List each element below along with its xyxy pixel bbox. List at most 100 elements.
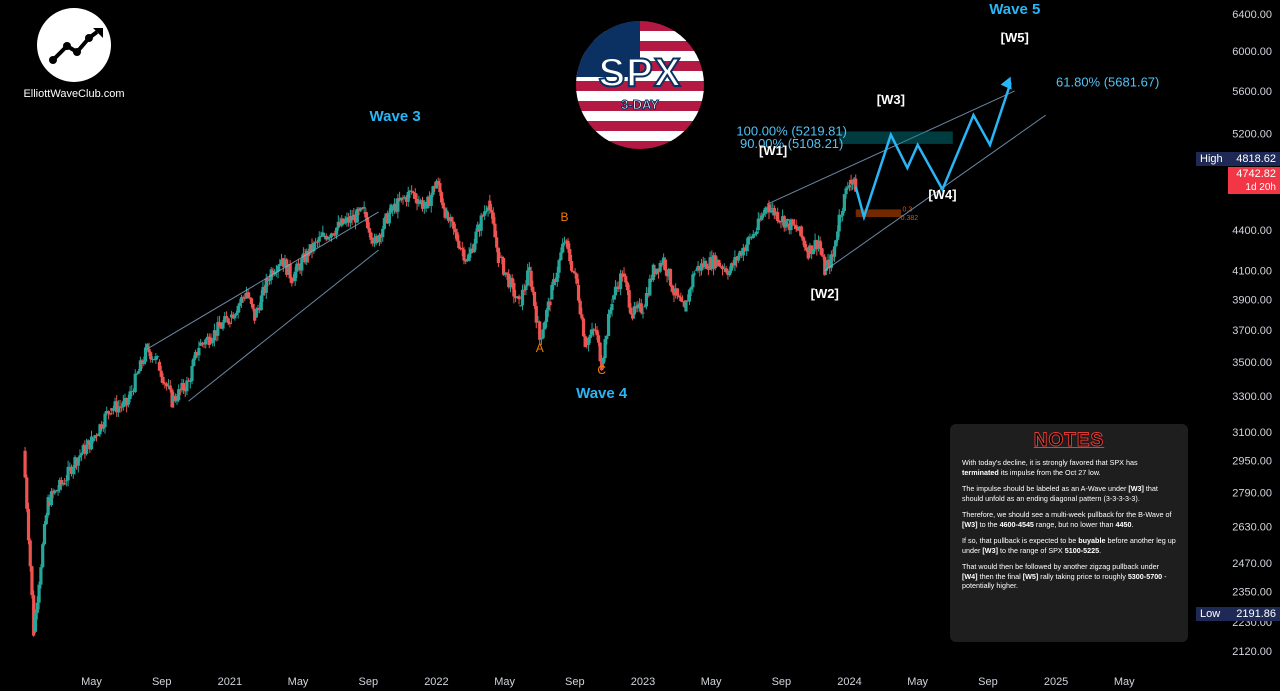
- candle-body: [256, 307, 260, 310]
- y-tick-label: 2120.00: [1232, 646, 1272, 658]
- candle-body: [152, 358, 156, 361]
- candle-body: [228, 322, 232, 324]
- candle-body: [569, 261, 574, 271]
- candle-body: [401, 197, 405, 199]
- x-tick-label: Sep: [978, 676, 998, 688]
- candle-body: [782, 216, 786, 228]
- candle-body: [693, 273, 697, 275]
- candle-body: [501, 258, 506, 275]
- candle-body: [355, 208, 359, 223]
- candle-body: [524, 285, 528, 291]
- candle-body: [276, 265, 280, 272]
- candle-body: [479, 215, 483, 231]
- candle-body: [625, 282, 630, 291]
- candle-body: [443, 208, 447, 218]
- candle-body: [133, 373, 137, 392]
- projection-arrowhead: [1000, 76, 1012, 90]
- candle-body: [585, 342, 589, 345]
- candle-body: [156, 356, 160, 358]
- candle-body: [445, 210, 449, 218]
- candle-body: [720, 266, 725, 270]
- candle-body: [794, 225, 798, 230]
- candle-body: [365, 217, 370, 229]
- candle-body: [745, 244, 749, 252]
- candle-body: [359, 207, 363, 211]
- candle-body: [517, 296, 521, 300]
- candle-body: [532, 291, 537, 306]
- candle-body: [761, 213, 766, 216]
- candle-body: [101, 427, 105, 429]
- candle-body: [711, 255, 716, 269]
- candle-body: [238, 302, 242, 307]
- candle-body: [271, 270, 275, 275]
- candle-body: [63, 483, 67, 485]
- y-tick-label: 2470.00: [1232, 558, 1272, 570]
- candle-body: [758, 218, 762, 221]
- candle-body: [457, 240, 461, 249]
- candle-body: [266, 278, 270, 282]
- candle-body: [79, 453, 84, 456]
- y-tick-label: 3100.00: [1232, 427, 1272, 439]
- fib-618-label: 61.80% (5681.67): [1056, 75, 1159, 90]
- x-tick-label: May: [494, 676, 515, 688]
- candle-body: [106, 410, 111, 414]
- candle-body: [627, 290, 631, 308]
- candle-body: [223, 316, 227, 323]
- candle-body: [429, 194, 433, 206]
- candle-body: [49, 491, 54, 505]
- candle-body: [818, 240, 822, 249]
- candle-body: [214, 330, 218, 336]
- candle-body: [820, 248, 824, 256]
- x-tick-label: May: [288, 676, 309, 688]
- candle-body: [69, 466, 74, 474]
- candle-body: [495, 237, 499, 248]
- candle-body: [698, 265, 702, 271]
- y-tick-label: 5200.00: [1232, 129, 1272, 141]
- candle-body: [35, 602, 39, 613]
- candle-body: [539, 338, 544, 340]
- candle-body: [186, 380, 191, 382]
- candle-body: [453, 228, 457, 233]
- candle-body: [670, 285, 674, 292]
- candle-body: [467, 253, 471, 261]
- candle-body: [740, 252, 744, 256]
- candle-body: [96, 434, 100, 436]
- y-tick-label: 6400.00: [1232, 9, 1272, 21]
- candle-body: [561, 243, 565, 253]
- candle-body: [701, 263, 705, 267]
- candle-body: [686, 300, 690, 302]
- candle-body: [286, 264, 291, 275]
- candle-body: [789, 219, 793, 231]
- candle-body: [508, 277, 513, 288]
- channel-line: [766, 90, 1015, 205]
- candle-body: [823, 256, 827, 276]
- candle-body: [839, 215, 843, 218]
- candle-body: [324, 235, 328, 240]
- candle-body: [781, 216, 785, 222]
- candle-body: [792, 224, 797, 226]
- candle-body: [229, 314, 234, 318]
- candle-body: [178, 389, 182, 391]
- candle-body: [182, 382, 186, 391]
- candle-body: [483, 211, 487, 216]
- candle-body: [696, 265, 700, 270]
- candle-body: [258, 307, 262, 311]
- candle-body: [360, 207, 365, 209]
- candle-body: [120, 406, 124, 408]
- w1-label: [W1]: [759, 143, 787, 158]
- candle-body: [663, 259, 667, 271]
- candle-body: [624, 276, 628, 283]
- candle-body: [774, 212, 778, 216]
- candle-body: [379, 234, 383, 238]
- candle-body: [197, 347, 201, 356]
- candle-body: [89, 436, 94, 450]
- candle-body: [290, 278, 294, 284]
- candle-body: [100, 424, 104, 429]
- candle-body: [777, 220, 781, 222]
- candle-body: [244, 292, 249, 299]
- candle-body: [598, 342, 602, 362]
- wave4-label: Wave 4: [576, 385, 628, 402]
- candle-body: [394, 203, 398, 212]
- candle-body: [333, 234, 337, 236]
- trend-icon: [37, 8, 111, 82]
